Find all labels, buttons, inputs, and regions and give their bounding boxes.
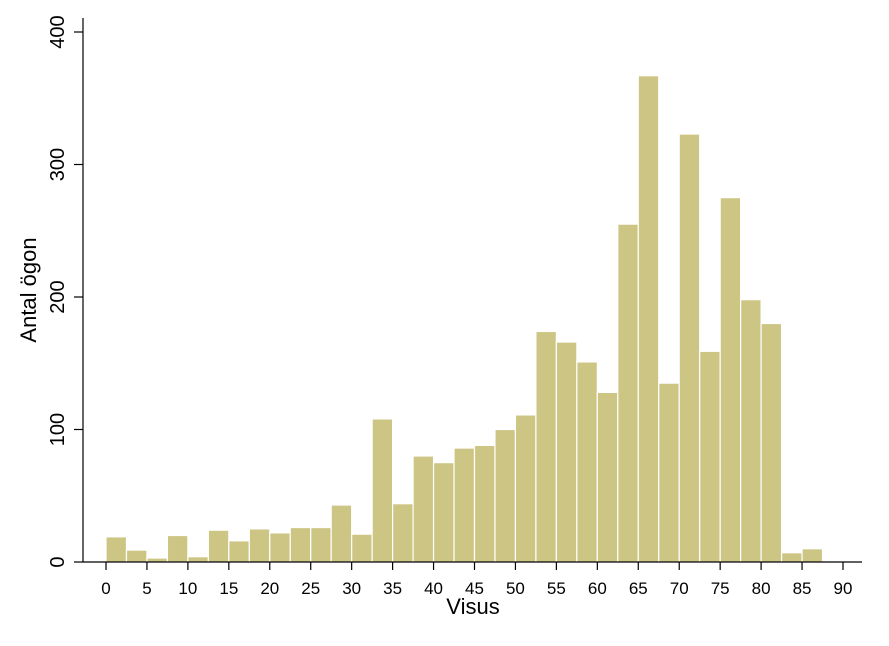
histogram-bar (207, 529, 230, 563)
histogram-bar (637, 75, 660, 563)
y-axis-title: Antal ögon (16, 237, 41, 342)
x-tick-label: 60 (588, 579, 607, 598)
histogram-bar (351, 533, 373, 563)
histogram-bar (432, 462, 455, 563)
histogram-bar (780, 552, 803, 563)
x-tick-label: 25 (301, 579, 320, 598)
histogram-bar (617, 223, 639, 563)
y-tick-label: 0 (47, 556, 69, 567)
x-axis-title: Visus (446, 594, 499, 619)
histogram-bar (801, 548, 824, 563)
x-ticks-group: 0 5 10 15 20 25 30 35 40 45 50 55 60 65 70 75 80 85 90 (101, 562, 852, 598)
histogram-bar (494, 428, 517, 563)
histogram-bar (166, 534, 189, 563)
y-ticks-group: 0 100 200 300 400 (47, 15, 83, 568)
y-tick-label: 200 (47, 280, 69, 313)
y-tick-label: 300 (47, 148, 69, 181)
histogram-bar (514, 414, 537, 563)
x-tick-label: 75 (711, 579, 730, 598)
x-tick-label: 80 (752, 579, 771, 598)
histogram-bar (248, 528, 271, 563)
x-tick-label: 90 (834, 579, 853, 598)
x-tick-label: 20 (260, 579, 279, 598)
histogram-bar (596, 391, 619, 563)
x-tick-label: 70 (670, 579, 689, 598)
histogram-bar (699, 350, 721, 563)
histogram-bar (187, 556, 209, 563)
histogram-bar (473, 444, 496, 563)
histogram-bar (412, 455, 435, 563)
bars-group (105, 75, 824, 563)
histogram-bar (269, 532, 291, 563)
histogram-bar (105, 536, 128, 563)
histogram-bar (658, 382, 680, 563)
histogram-bar (555, 341, 578, 563)
histogram-bar (760, 322, 783, 563)
histogram-bar (330, 504, 353, 563)
x-tick-label: 40 (424, 579, 443, 598)
histogram-bar (678, 133, 701, 563)
histogram-bar (535, 330, 557, 563)
x-tick-label: 65 (629, 579, 648, 598)
histogram-bar (125, 549, 148, 563)
x-tick-label: 0 (101, 579, 110, 598)
x-tick-label: 35 (383, 579, 402, 598)
y-tick-label: 400 (47, 15, 69, 48)
histogram-bar (576, 361, 598, 563)
x-tick-label: 30 (342, 579, 361, 598)
histogram-bar (228, 540, 250, 563)
histogram-bar (392, 503, 414, 563)
x-tick-label: 45 (465, 579, 484, 598)
x-tick-label: 10 (178, 579, 197, 598)
histogram-bar (740, 299, 762, 563)
histogram-bar (453, 447, 476, 563)
x-tick-label: 15 (219, 579, 238, 598)
histogram-bar (719, 197, 742, 563)
x-tick-label: 50 (506, 579, 525, 598)
histogram-bar (310, 526, 332, 563)
x-tick-label: 55 (547, 579, 566, 598)
histogram-bar (289, 526, 312, 563)
y-tick-label: 100 (47, 413, 69, 446)
x-tick-label: 5 (142, 579, 151, 598)
histogram-bar (371, 418, 394, 563)
x-tick-label: 85 (793, 579, 812, 598)
